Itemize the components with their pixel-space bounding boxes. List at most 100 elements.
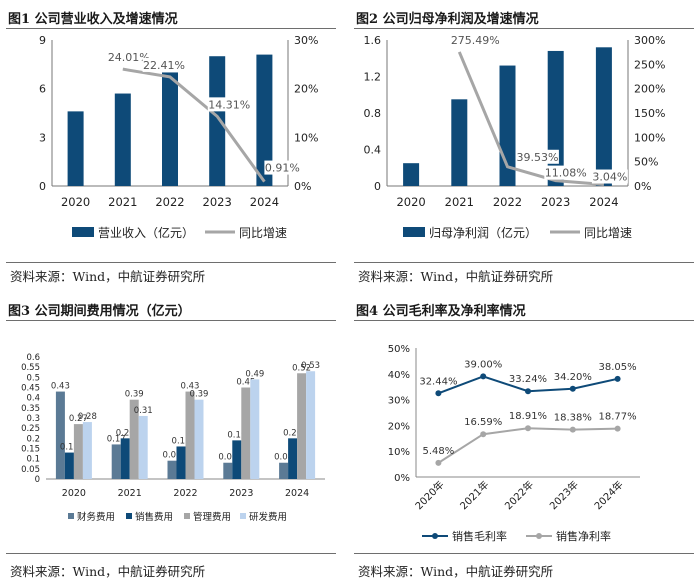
figure-1-title: 图1 公司营业收入及增速情况 [8,12,178,27]
growth-data-label: 14.31% [208,98,250,111]
revenue-bar [162,72,178,186]
data-point [614,375,621,382]
y-tick-label: 0.3 [26,414,40,424]
legend-marker [536,533,542,539]
x-tick-label: 2021 [108,195,137,209]
expense-data-label: 0.39 [190,390,209,400]
expense-data-label: 0.43 [181,382,200,392]
y-tick-label: 0.5 [26,373,40,383]
data-label-bg [591,169,628,184]
y-tick-label: 0.35 [21,404,40,414]
x-tick-label: 2024 [250,195,279,209]
margin-data-label: 32.44% [419,376,457,387]
margin-data-label: 16.59% [464,417,502,428]
margin-data-label: 18.91% [509,411,547,422]
expense-data-label: 0.13 [60,443,79,453]
x-tick-label: 2020 [62,488,86,499]
y-tick-label: 10% [388,447,410,458]
expense-bar [279,462,289,479]
x-tick-label: 2020 [396,195,425,209]
expense-bar [55,391,65,479]
data-point [435,459,442,466]
y-tick-label: 0.2 [26,434,40,444]
x-tick-label: 2022 [173,488,197,499]
figure-4-source: 资料来源：Wind，中航证券研究所 [358,564,554,579]
figure-1-chart: 0 3 6 9 0% 10% 20% 30% 2020 2021 2022 2023 2024 24.01… [39,34,318,240]
revenue-bar [403,163,420,186]
expense-data-label: 0.16 [172,436,191,446]
expense-data-label: 0.27 [69,414,88,424]
data-label-bg [516,149,559,164]
x-tick-label: 2024年 [591,478,625,512]
y-tick-label: 0.15 [21,445,40,455]
y-right-tick-label: 300% [634,34,665,47]
y-tick-label: 30% [388,396,410,407]
y-right-tick-label: 0% [634,180,651,193]
revenue-bar [451,99,468,186]
x-tick-label: 2024 [589,195,618,209]
margin-data-label: 33.24% [509,374,547,385]
legend-bar-swatch [403,227,425,237]
y-tick-label: 0.4 [26,394,40,404]
expense-data-label: 0.28 [78,412,97,422]
x-tick-label: 2021 [445,195,474,209]
y-right-tick-label: 200% [634,83,665,96]
expense-data-label: 0.53 [301,361,320,371]
growth-line [122,67,266,183]
legend-swatch [126,513,132,519]
y-tick-label: 40% [388,370,410,381]
margin-data-label: 18.38% [554,413,592,424]
y-tick-label: 0% [394,473,410,484]
legend-label: 财务费用 [77,511,115,523]
x-tick-label: 2023 [229,488,253,499]
legend-marker [432,533,438,539]
data-point [569,385,576,392]
legend-label: 销售毛利率 [452,529,507,543]
expense-data-label: 0.20 [283,428,302,438]
net-margin-line [437,427,618,464]
y-left-tick-label: 9 [39,34,46,47]
y-left-tick-label: 0.4 [364,144,382,157]
margin-data-label: 34.20% [554,372,592,383]
growth-data-label: 24.01% [108,51,150,64]
expense-bar [306,371,316,479]
expense-bar [250,379,260,479]
y-tick-label: 0.25 [21,424,40,434]
data-point [480,431,487,438]
x-tick-label: 2022 [155,195,184,209]
expense-bar [138,415,148,479]
expense-bar [232,440,242,479]
legend-bar-label: 营业收入（亿元） [98,225,194,240]
data-point [435,390,442,397]
expense-bar [185,391,195,479]
expense-data-label: 0.19 [227,430,246,440]
legend-label: 研发费用 [249,511,287,523]
y-right-tick-label: 150% [634,107,665,120]
expense-data-label: 0.49 [245,369,264,379]
growth-data-label: 22.41% [143,59,185,72]
revenue-bar [67,111,84,186]
expense-data-label: 0.17 [107,434,126,444]
x-tick-label: 2023年 [547,478,581,512]
data-label-bg [450,32,501,47]
expense-bar [241,387,251,479]
y-tick-label: 0.1 [26,455,40,465]
expense-data-label: 0.52 [292,363,311,373]
expense-bar [82,422,92,479]
y-right-tick-label: 100% [634,131,665,144]
figure-3-title: 图3 公司期间费用情况（亿元） [8,304,191,319]
data-point [525,388,531,395]
margin-data-label: 38.05% [599,362,637,373]
expense-data-label: 0.43 [51,382,70,392]
margin-data-label: 39.00% [464,359,502,370]
y-left-tick-label: 3 [39,131,46,144]
expense-bar [167,460,177,479]
figure-4-title: 图4 公司毛利率及净利率情况 [356,304,526,319]
x-tick-label: 2021年 [457,478,491,512]
x-tick-label: 2022年 [502,478,536,512]
y-tick-label: 20% [388,421,410,432]
x-tick-label: 2024 [285,488,309,499]
expense-data-label: 0.08 [274,453,293,463]
growth-data-label: 3.04% [592,171,627,184]
figure-2-chart: 0 0.4 0.8 1.2 1.6 0% 50% 100% 150% 200% 250% 300% 20… [364,32,665,240]
